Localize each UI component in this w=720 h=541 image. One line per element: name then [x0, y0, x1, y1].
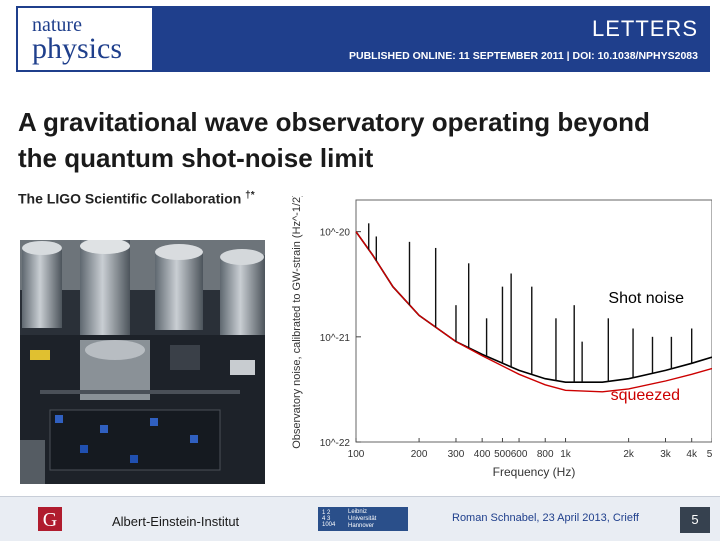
y-tick-label: 10^-21 — [320, 333, 351, 344]
x-tick-label: 5k — [707, 449, 712, 460]
journal-name-bottom: physics — [32, 32, 122, 65]
detector-photo — [20, 240, 265, 484]
page-number: 5 — [680, 507, 710, 533]
x-tick-label: 400 — [474, 449, 491, 460]
presenter-date: Roman Schnabel, 23 April 2013, Crieff — [452, 512, 639, 524]
x-axis-label: Frequency (Hz) — [493, 465, 576, 479]
x-tick-label: 2k — [623, 449, 635, 460]
author-marks: †* — [245, 190, 255, 201]
university-logo: 1 2 4 3 1004 Leibniz Universität Hannove… — [318, 507, 408, 531]
x-tick-label: 200 — [411, 449, 428, 460]
slide-footer: G Albert-Einstein-Institut 1 2 4 3 1004 … — [0, 496, 720, 541]
article-authors: The LIGO Scientific Collaboration †* — [18, 190, 255, 207]
shot-noise-label: Shot noise — [608, 290, 684, 307]
series-line-1 — [355, 231, 712, 393]
x-tick-label: 500 — [494, 449, 511, 460]
university-logo-line-3: Hannover — [348, 523, 375, 529]
journal-name-top: nature — [32, 14, 82, 36]
x-tick-label: 1k — [560, 449, 572, 460]
university-logo-mark: 1 2 4 3 1004 — [322, 510, 342, 528]
university-logo-grid-3: 1004 — [322, 522, 336, 528]
y-tick-label: 10^-22 — [320, 438, 351, 449]
aei-logo-icon: G — [38, 507, 62, 531]
university-logo-line-1: Leibniz — [348, 509, 368, 515]
university-logo-text: Leibniz Universität Hannover — [348, 509, 376, 530]
aei-logo-letter: G — [43, 509, 57, 531]
x-tick-label: 300 — [448, 449, 465, 460]
section-label: LETTERS — [591, 16, 698, 41]
university-logo-grid-1: 1 2 — [322, 510, 331, 516]
x-tick-label: 600 — [511, 449, 528, 460]
publication-info: PUBLISHED ONLINE: 11 SEPTEMBER 2011 | DO… — [349, 50, 698, 62]
article-title: A gravitational wave observatory operati… — [18, 107, 650, 173]
institute-name: Albert-Einstein-Institut — [112, 514, 240, 529]
x-tick-label: 800 — [537, 449, 554, 460]
journal-banner: nature physics LETTERS PUBLISHED ONLINE:… — [16, 6, 710, 72]
university-logo-grid-2: 4 3 — [322, 516, 331, 522]
detector-photo-image — [20, 240, 265, 484]
y-tick-label: 10^-20 — [320, 228, 351, 239]
university-logo-line-2: Universität — [348, 516, 377, 522]
plot-area — [355, 199, 712, 443]
x-tick-label: 100 — [348, 449, 365, 460]
author-names: The LIGO Scientific Collaboration — [18, 190, 242, 207]
nature-physics-logo: nature physics — [18, 8, 152, 70]
squeezed-label: squeezed — [611, 387, 680, 404]
x-tick-label: 4k — [686, 449, 698, 460]
x-tick-label: 3k — [660, 449, 672, 460]
y-axis-label: Observatory noise, calibrated to GW-stra… — [291, 196, 303, 449]
